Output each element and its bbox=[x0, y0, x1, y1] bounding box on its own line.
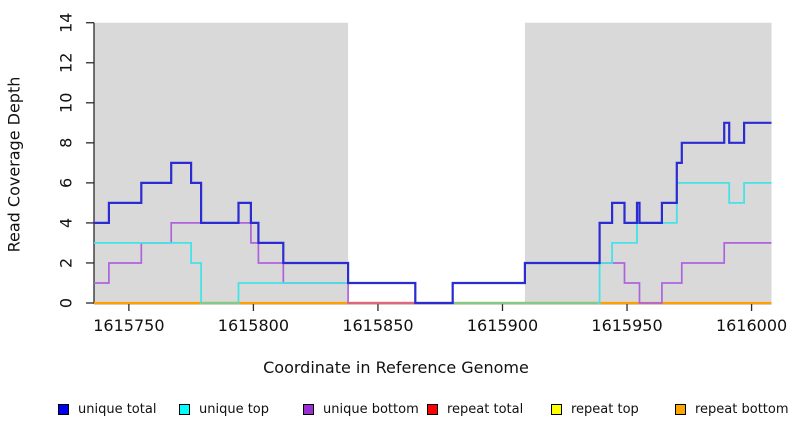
legend-swatch-unique-total bbox=[58, 404, 69, 415]
y-tick-label: 0 bbox=[57, 298, 76, 308]
legend-item-repeat-bottom: repeat bottom bbox=[675, 402, 789, 417]
shaded-region bbox=[94, 22, 349, 303]
y-tick-label: 2 bbox=[57, 258, 76, 268]
legend-swatch-unique-bottom bbox=[303, 404, 314, 415]
legend-label: repeat total bbox=[447, 402, 524, 417]
legend-label: repeat bottom bbox=[695, 402, 789, 417]
legend-swatch-repeat-top bbox=[551, 404, 562, 415]
y-tick-label: 6 bbox=[57, 178, 76, 188]
y-tick-label: 4 bbox=[57, 218, 76, 228]
y-tick-label: 8 bbox=[57, 138, 76, 148]
y-tick-label: 12 bbox=[57, 53, 76, 73]
y-tick-label: 14 bbox=[57, 13, 76, 33]
x-tick-label: 1615900 bbox=[467, 316, 538, 335]
legend-swatch-repeat-bottom bbox=[675, 404, 686, 415]
legend: unique total unique top unique bottom repea… bbox=[0, 402, 792, 424]
legend-swatch-repeat-total bbox=[427, 404, 438, 415]
x-tick-label: 1615950 bbox=[591, 316, 662, 335]
legend-item-unique-bottom: unique bottom bbox=[303, 402, 419, 417]
legend-label: repeat top bbox=[571, 402, 639, 417]
series-unique-top bbox=[94, 182, 772, 304]
legend-label: unique bottom bbox=[323, 402, 419, 417]
legend-swatch-unique-top bbox=[179, 404, 190, 415]
x-tick-label: 1615750 bbox=[93, 316, 164, 335]
legend-item-unique-top: unique top bbox=[179, 402, 269, 417]
shaded-region bbox=[524, 22, 772, 303]
x-tick-label: 1615850 bbox=[342, 316, 413, 335]
y-tick-label: 10 bbox=[57, 93, 76, 113]
legend-item-unique-total: unique total bbox=[58, 402, 156, 417]
x-axis-title: Coordinate in Reference Genome bbox=[263, 358, 529, 377]
legend-item-repeat-top: repeat top bbox=[551, 402, 639, 417]
y-axis-title: Read Coverage Depth bbox=[4, 76, 24, 253]
x-tick-label: 1616000 bbox=[716, 316, 787, 335]
legend-label: unique top bbox=[199, 402, 270, 417]
series-unique-total bbox=[94, 121, 772, 305]
legend-item-repeat-total: repeat total bbox=[427, 402, 523, 417]
x-tick-label: 1615800 bbox=[218, 316, 289, 335]
legend-label: unique total bbox=[78, 402, 157, 417]
